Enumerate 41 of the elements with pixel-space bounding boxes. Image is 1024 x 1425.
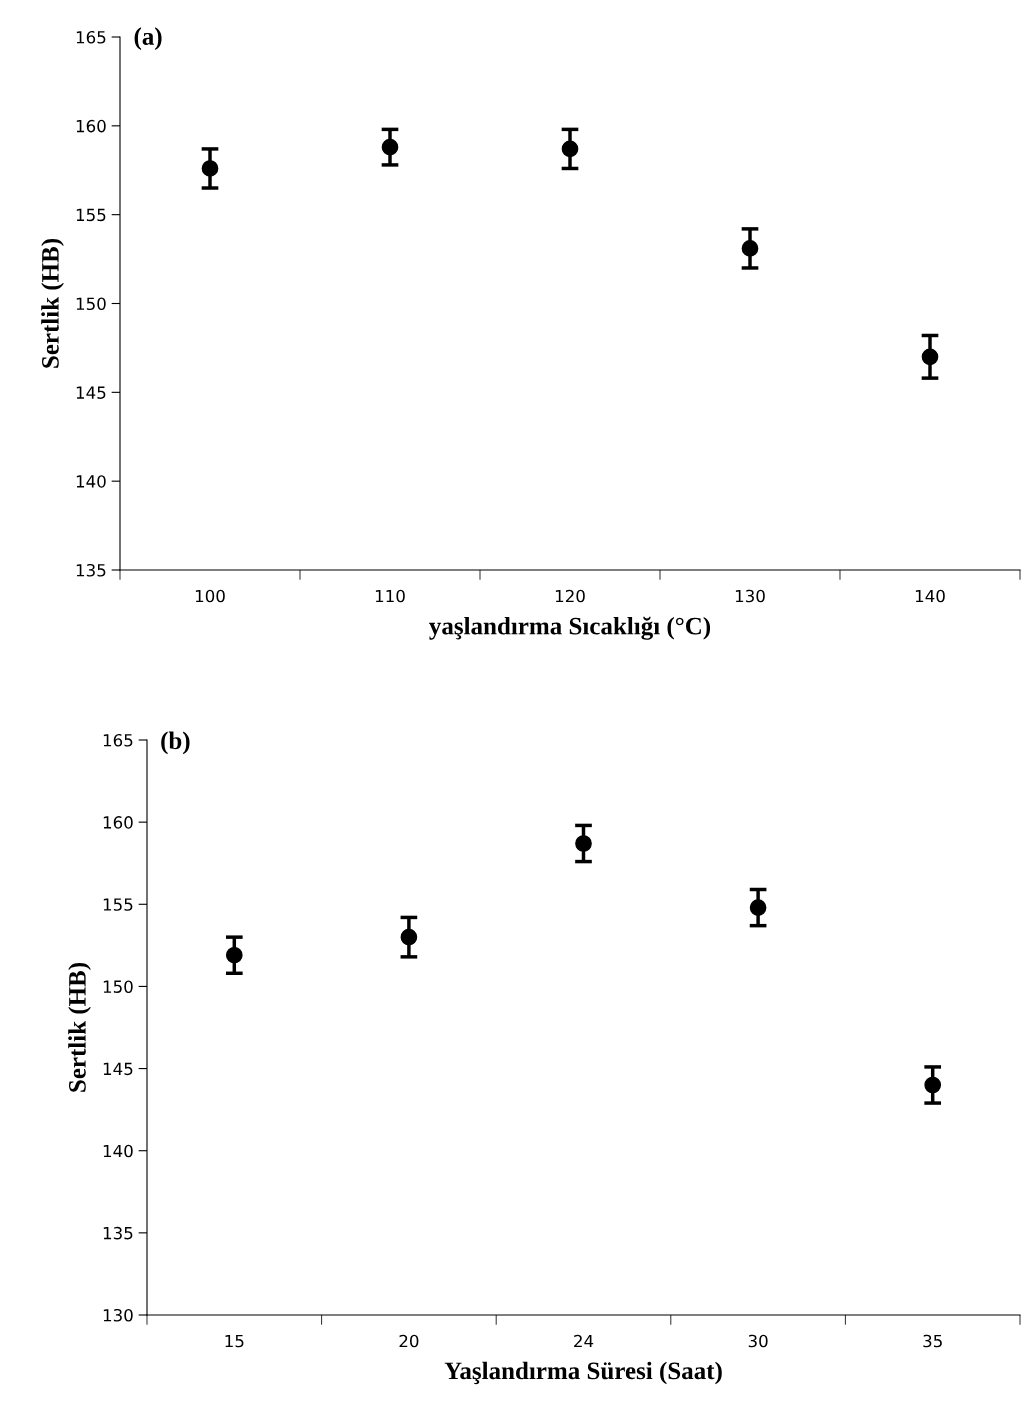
x-tick-label: 130 — [735, 589, 765, 603]
y-tick-label: 140 — [103, 1144, 133, 1158]
x-tick-label: 140 — [915, 589, 945, 603]
y-tick-label: 130 — [103, 1308, 133, 1322]
point — [924, 1076, 942, 1094]
chart-title: (b) — [161, 731, 190, 755]
y-tick-label: 160 — [76, 119, 106, 133]
y-tick-label: 155 — [76, 208, 106, 222]
y-tick-label: 150 — [103, 980, 133, 993]
x-tick-label: 30 — [748, 1334, 768, 1348]
y-tick-label: 165 — [103, 733, 133, 747]
point — [225, 946, 243, 964]
x-tick-label: 110 — [375, 589, 405, 603]
x-tick-label: 24 — [574, 1334, 594, 1348]
x-axis-title: yaşlandırma Sıcaklığı (°C) — [429, 616, 711, 640]
x-tick-label: 20 — [399, 1334, 419, 1348]
y-tick-label: 160 — [103, 816, 133, 829]
y-tick-label: 145 — [76, 386, 106, 399]
chart-title: (a) — [134, 27, 162, 50]
y-tick-label: 145 — [103, 1062, 133, 1076]
y-tick-label: 155 — [103, 898, 133, 911]
y-axis-title: Sertlik (HB) — [41, 238, 64, 368]
point — [201, 160, 219, 177]
y-axis-title: Sertlik (HB) — [68, 962, 91, 1092]
point — [921, 348, 939, 366]
point — [741, 240, 759, 257]
point — [575, 835, 592, 852]
point — [381, 138, 399, 156]
point — [561, 140, 579, 158]
x-tick-label: 15 — [225, 1334, 244, 1348]
x-axis-title: Yaşlandırma Süresi (Saat) — [444, 1361, 722, 1385]
y-tick-label: 135 — [103, 1226, 133, 1240]
x-tick-label: 35 — [923, 1334, 942, 1348]
point — [749, 899, 767, 916]
y-tick-label: 150 — [76, 297, 106, 311]
x-tick-label: 100 — [195, 589, 225, 603]
y-tick-label: 135 — [76, 563, 106, 577]
x-tick-label: 120 — [555, 589, 585, 603]
y-tick-label: 140 — [76, 475, 106, 488]
y-tick-label: 165 — [76, 30, 106, 44]
point — [400, 928, 418, 946]
